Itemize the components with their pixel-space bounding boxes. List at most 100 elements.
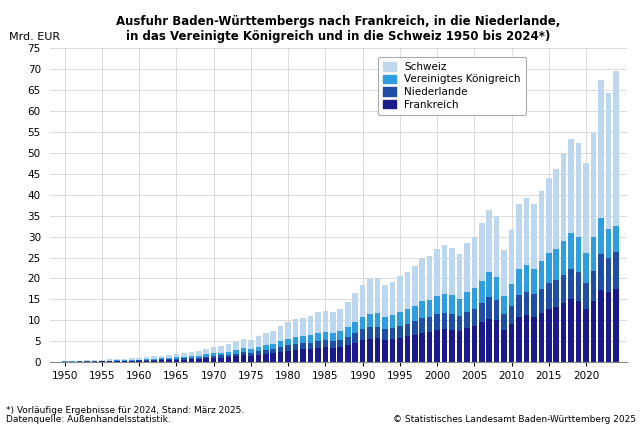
Bar [248, 353, 254, 356]
Bar [189, 352, 194, 357]
Bar [531, 269, 537, 294]
Bar [375, 278, 380, 313]
Bar [524, 265, 529, 292]
Text: *) Vorläufige Ergebnisse für 2024, Stand: März 2025.: *) Vorläufige Ergebnisse für 2024, Stand… [6, 406, 245, 415]
Bar [121, 361, 127, 362]
Bar [300, 343, 306, 349]
Bar [568, 269, 574, 299]
Bar [330, 312, 336, 333]
Bar [256, 336, 261, 347]
Bar [412, 335, 417, 362]
Bar [412, 266, 417, 306]
Bar [390, 315, 395, 328]
Bar [427, 256, 433, 299]
Bar [434, 296, 440, 314]
Bar [129, 358, 135, 360]
Bar [345, 327, 351, 337]
Bar [471, 309, 477, 326]
Bar [278, 347, 284, 352]
Bar [561, 242, 566, 275]
Bar [367, 314, 373, 327]
Bar [553, 280, 559, 307]
Bar [591, 133, 596, 237]
Bar [136, 358, 142, 360]
Bar [300, 336, 306, 343]
Bar [531, 317, 537, 362]
Bar [605, 258, 611, 292]
Bar [315, 348, 321, 362]
Bar [471, 288, 477, 309]
Bar [508, 284, 514, 306]
Bar [248, 356, 254, 362]
Bar [144, 357, 150, 359]
Bar [501, 330, 507, 362]
Bar [315, 312, 321, 333]
Bar [256, 347, 261, 351]
Bar [352, 333, 358, 343]
Bar [419, 259, 425, 301]
Bar [218, 346, 224, 353]
Bar [270, 353, 276, 362]
Bar [308, 335, 313, 343]
Bar [464, 292, 470, 311]
Bar [226, 345, 231, 352]
Bar [397, 311, 403, 325]
Bar [152, 360, 157, 362]
Bar [412, 322, 417, 335]
Bar [382, 285, 388, 317]
Bar [494, 320, 499, 362]
Bar [598, 290, 603, 362]
Bar [382, 317, 388, 329]
Bar [300, 349, 306, 362]
Bar [546, 309, 551, 362]
Bar [352, 322, 358, 333]
Bar [494, 300, 499, 320]
Bar [553, 250, 559, 280]
Bar [479, 322, 485, 362]
Bar [322, 332, 328, 340]
Bar [531, 204, 537, 269]
Bar [442, 245, 447, 294]
Bar [598, 254, 603, 290]
Bar [508, 324, 514, 362]
Bar [129, 361, 135, 362]
Bar [442, 313, 447, 329]
Bar [501, 314, 507, 330]
Bar [501, 250, 507, 296]
Bar [434, 314, 440, 330]
Bar [561, 154, 566, 242]
Bar [471, 236, 477, 288]
Bar [487, 297, 492, 319]
Bar [591, 271, 596, 301]
Bar [189, 358, 194, 360]
Bar [539, 191, 544, 261]
Bar [576, 143, 582, 237]
Bar [263, 350, 268, 354]
Bar [360, 317, 365, 329]
Bar [338, 340, 343, 347]
Bar [524, 315, 529, 362]
Bar [487, 319, 492, 362]
Bar [181, 353, 187, 357]
Bar [375, 313, 380, 327]
Bar [539, 289, 544, 313]
Bar [479, 223, 485, 281]
Bar [553, 307, 559, 362]
Bar [561, 275, 566, 303]
Bar [360, 340, 365, 362]
Bar [204, 354, 209, 357]
Bar [181, 357, 187, 358]
Bar [583, 309, 589, 362]
Bar [464, 328, 470, 362]
Bar [173, 359, 179, 360]
Bar [382, 329, 388, 340]
Bar [367, 279, 373, 314]
Bar [456, 254, 462, 299]
Bar [218, 355, 224, 357]
Bar [516, 294, 522, 317]
Bar [322, 311, 328, 332]
Bar [226, 352, 231, 355]
Bar [338, 309, 343, 331]
Text: © Statistisches Landesamt Baden-Württemberg 2025: © Statistisches Landesamt Baden-Württemb… [392, 415, 636, 424]
Bar [84, 360, 90, 361]
